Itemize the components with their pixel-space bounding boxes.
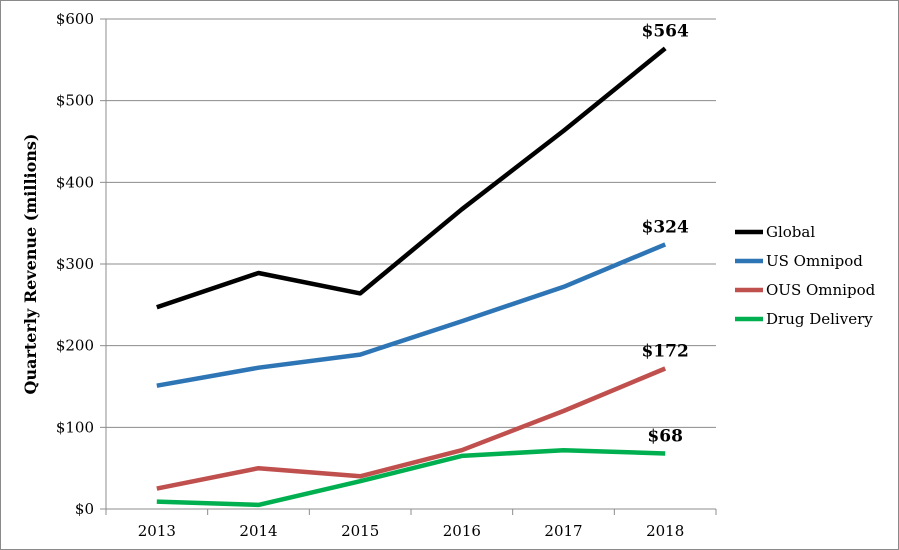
series-lines <box>156 46 667 508</box>
data-label: $172 <box>642 342 689 362</box>
y-tick-label: $100 <box>56 418 94 436</box>
legend: Global US Omnipod OUS Omnipod Drug Delivery <box>735 223 876 328</box>
data-label: $324 <box>642 217 689 237</box>
y-tick-label: $400 <box>56 173 94 191</box>
series-line-us-omnipod <box>156 242 667 388</box>
legend-label-ous-omnipod: OUS Omnipod <box>766 281 876 299</box>
y-tick-label: $200 <box>56 337 94 355</box>
y-tick-labels: $0 $100 $200 $300 $400 $500 $600 <box>56 10 94 518</box>
x-tick-label: 2017 <box>544 522 582 540</box>
y-tick-label: $0 <box>75 500 94 518</box>
series-line-drug-delivery <box>156 447 666 508</box>
data-label: $564 <box>642 21 689 41</box>
legend-label-global: Global <box>766 223 815 241</box>
data-label: $68 <box>647 426 683 446</box>
series-line-global <box>156 46 667 310</box>
x-tick-labels: 2013 2014 2015 2016 2017 2018 <box>138 522 685 540</box>
x-tick-label: 2014 <box>239 522 277 540</box>
x-tick-label: 2016 <box>443 522 481 540</box>
x-tick-label: 2015 <box>341 522 379 540</box>
axes <box>100 18 717 515</box>
x-tick-label: 2018 <box>646 522 684 540</box>
legend-label-drug-delivery: Drug Delivery <box>766 310 873 328</box>
x-tick-label: 2013 <box>138 522 176 540</box>
y-axis-label: Quarterly Revenue (millions) <box>21 134 40 395</box>
gridlines <box>106 18 716 428</box>
y-tick-label: $300 <box>56 255 94 273</box>
data-annotations: $564 $324 $172 $68 <box>642 21 689 446</box>
series-line-ous-omnipod <box>156 366 667 491</box>
y-tick-label: $500 <box>56 92 94 110</box>
legend-label-us-omnipod: US Omnipod <box>766 252 863 270</box>
y-tick-label: $600 <box>56 10 94 28</box>
